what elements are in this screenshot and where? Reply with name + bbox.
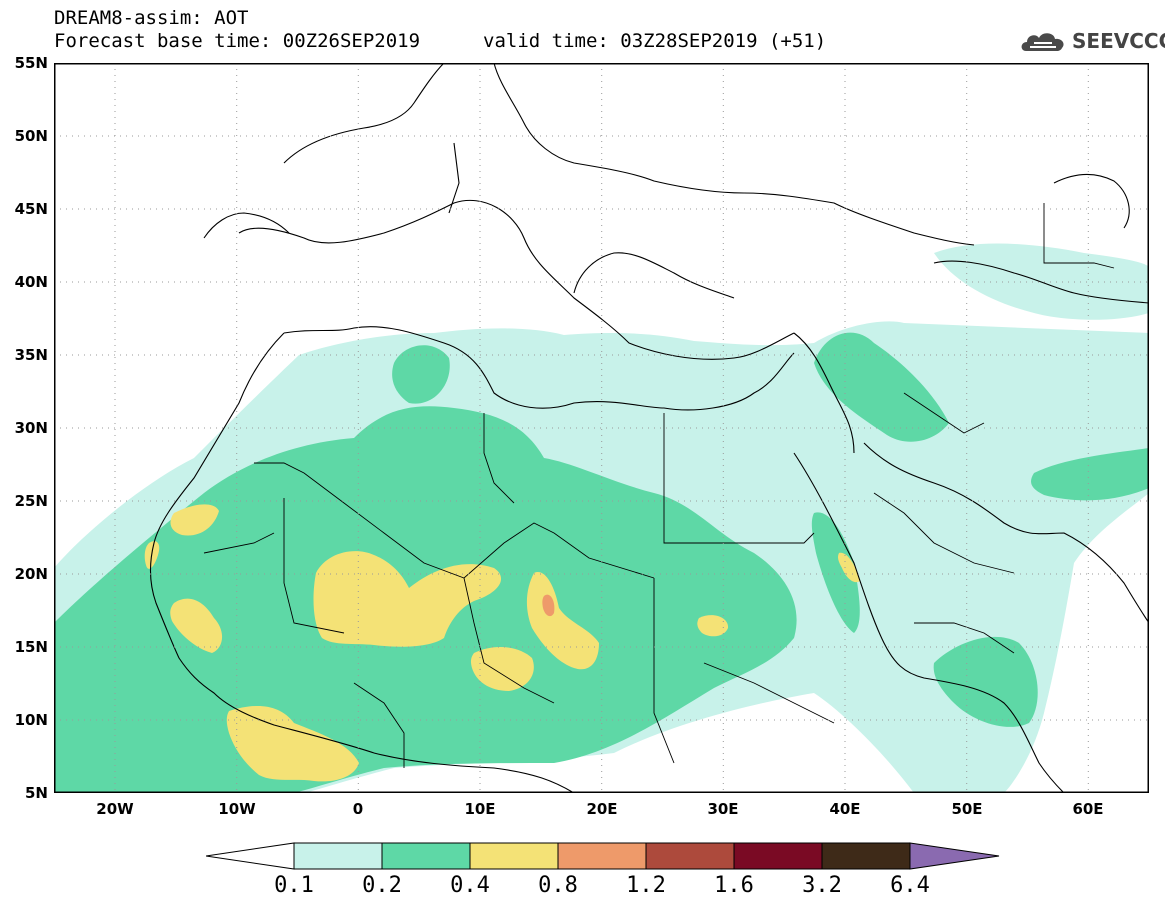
aot-shading-peak [542, 594, 555, 617]
lon-label: 20W [96, 800, 134, 818]
lon-label: 60E [1072, 800, 1104, 818]
cloud-icon [1021, 33, 1064, 51]
colorbar-segment [733, 842, 823, 870]
lat-label: 55N [14, 54, 48, 72]
lon-label: 30E [707, 800, 739, 818]
valid-time: valid time: 03Z28SEP2019 (+51) [483, 30, 827, 52]
lat-label: 25N [14, 492, 48, 510]
colorbar-segment [645, 842, 735, 870]
lon-label: 0 [352, 800, 364, 818]
colorbar-segment [293, 842, 383, 870]
graticule [54, 63, 1149, 793]
map-title: DREAM8-assim: AOT [54, 7, 249, 29]
colorbar-label: 6.4 [890, 873, 930, 898]
colorbar-over-arrow [909, 842, 1000, 870]
aot-shading-high [144, 504, 860, 782]
lat-label: 30N [14, 419, 48, 437]
logo-text: SEEVCCC [1072, 29, 1165, 53]
lon-label: 40E [829, 800, 861, 818]
lat-label: 10N [14, 711, 48, 729]
colorbar-segment [557, 842, 647, 870]
colorbar-segment [381, 842, 471, 870]
colorbar-label: 1.6 [714, 873, 754, 898]
lon-label: 10E [464, 800, 496, 818]
lat-label: 20N [14, 565, 48, 583]
map-frame [54, 63, 1149, 793]
colorbar-segment [821, 842, 911, 870]
colorbar-under-arrow [206, 842, 295, 870]
lat-label: 50N [14, 127, 48, 145]
colorbar-label: 0.4 [450, 873, 490, 898]
lat-label: 5N [25, 784, 48, 802]
colorbar-label: 0.2 [362, 873, 402, 898]
lat-label: 15N [14, 638, 48, 656]
colorbar-label: 3.2 [802, 873, 842, 898]
aot-colorbar [206, 842, 1000, 870]
lon-label: 10W [218, 800, 256, 818]
colorbar-label: 1.2 [626, 873, 666, 898]
lat-label: 40N [14, 273, 48, 291]
colorbar-segment [469, 842, 559, 870]
lat-label: 45N [14, 200, 48, 218]
lon-label: 20E [586, 800, 618, 818]
aot-map [54, 63, 1149, 793]
lat-label: 35N [14, 346, 48, 364]
borders [203, 203, 1115, 768]
colorbar-label: 0.1 [274, 873, 314, 898]
lon-label: 50E [951, 800, 983, 818]
coastlines [149, 63, 1149, 793]
seevccc-logo: SEEVCCC [1018, 26, 1165, 56]
colorbar-label: 0.8 [538, 873, 578, 898]
forecast-base-time: Forecast base time: 00Z26SEP2019 [54, 30, 421, 52]
